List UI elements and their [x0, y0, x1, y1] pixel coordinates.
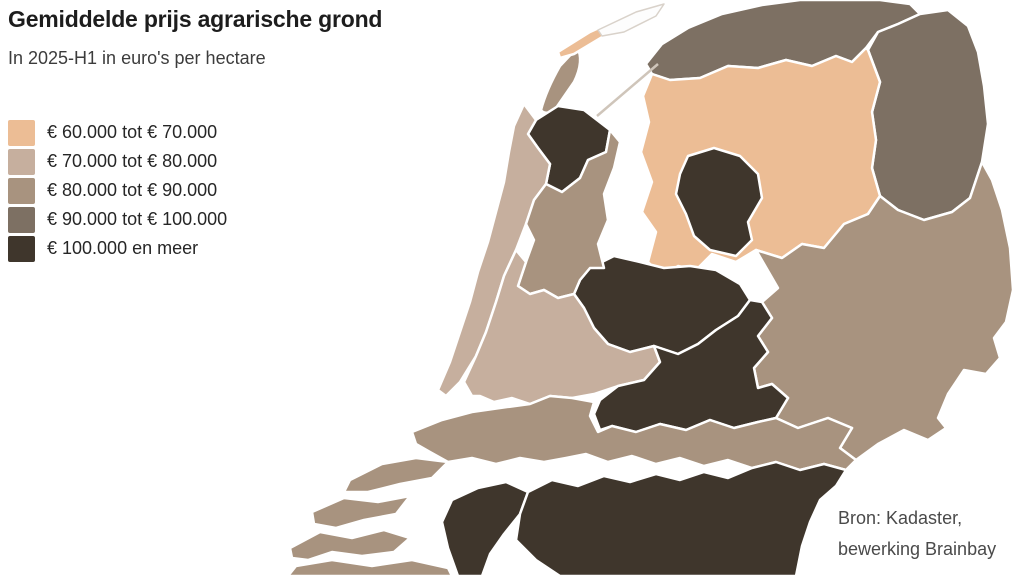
region-westelijk-holland: [436, 102, 552, 398]
legend-label: € 60.000 tot € 70.000: [47, 122, 218, 142]
region-zuidwestelijk-akkerbouwgebied: [342, 456, 450, 494]
source-attribution: Bron: Kadaster, bewerking Brainbay: [838, 503, 996, 565]
legend-label: € 70.000 tot € 80.000: [47, 151, 218, 171]
source-line-1: Bron: Kadaster,: [838, 508, 963, 528]
legend: € 60.000 tot € 70.000 € 70.000 tot € 80.…: [8, 118, 227, 263]
legend-item: € 70.000 tot € 80.000: [8, 147, 227, 176]
page-subtitle: In 2025-H1 in euro's per hectare: [8, 48, 266, 68]
afsluitdijk-line: [596, 63, 659, 117]
legend-item: € 100.000 en meer: [8, 234, 227, 263]
legend-swatch-70-80k: [8, 148, 35, 175]
legend-item: € 90.000 tot € 100.000: [8, 205, 227, 234]
region-terschelling: [597, 3, 665, 37]
region-zuidwest-brabant: [440, 480, 530, 576]
region-noordoostpolder: [674, 146, 764, 258]
legend-label: € 80.000 tot € 90.000: [47, 180, 218, 200]
legend-label: € 90.000 tot € 100.000: [47, 209, 228, 229]
region-rivierengebied-maas: [410, 394, 858, 472]
region-waterland-en-droogmakerijen: [516, 128, 622, 300]
legend-swatch-90-100k: [8, 206, 35, 233]
region-zuidwestelijk-akkerbouwgebied: [310, 494, 412, 530]
legend-item: € 60.000 tot € 70.000: [8, 118, 227, 147]
source-line-2: bewerking Brainbay: [838, 539, 997, 559]
region-zuidwestelijk-akkerbouwgebied: [288, 528, 412, 562]
region-zuidelijk-veehouderijgebied: [514, 460, 848, 576]
page-title: Gemiddelde prijs agrarische grond: [8, 6, 383, 32]
legend-label: € 100.000 en meer: [47, 238, 199, 258]
region-zeeuws-vlaanderen: [286, 558, 454, 576]
legend-swatch-100k-plus: [8, 235, 35, 262]
region-veenkolonien-en-oldambt: [866, 8, 990, 222]
legend-item: € 80.000 tot € 90.000: [8, 176, 227, 205]
legend-swatch-60-70k: [8, 119, 35, 146]
legend-swatch-80-90k: [8, 177, 35, 204]
